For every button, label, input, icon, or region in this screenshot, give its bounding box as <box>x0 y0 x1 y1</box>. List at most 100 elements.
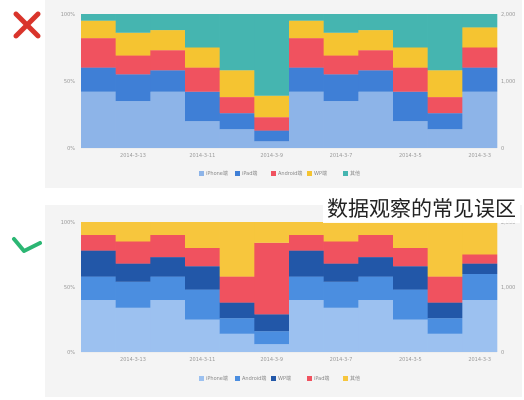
bar-segment <box>219 318 255 334</box>
bar-segment <box>427 129 463 148</box>
x-tick-label: 2014-3-3 <box>468 357 491 363</box>
bar-segment <box>323 14 359 33</box>
bar-segment <box>219 333 255 352</box>
bar-segment <box>358 50 394 71</box>
bar-segment <box>254 222 290 243</box>
y-right-tick-label: 1,000 <box>501 285 515 291</box>
bar-segment <box>150 276 186 300</box>
bar-segment <box>115 101 151 148</box>
legend-label: Android端 <box>242 375 266 382</box>
bar-segment <box>115 281 151 308</box>
bar-segment <box>219 302 255 319</box>
cross-icon <box>13 11 41 39</box>
bar-segment <box>81 14 116 21</box>
bar-segment <box>185 47 220 68</box>
bar-segment <box>323 74 359 102</box>
y-right-tick-label: 1,000 <box>501 79 515 85</box>
bar-segment <box>81 38 116 68</box>
bar-segment <box>81 91 116 148</box>
bar-segment <box>323 32 359 56</box>
legend-label: iPhone端 <box>206 375 228 382</box>
bar-segment <box>323 101 359 148</box>
x-tick-label: 2014-3-5 <box>399 357 422 363</box>
bar-segment <box>150 50 186 71</box>
bar-segment <box>150 91 186 148</box>
y-left-tick-label: 100% <box>61 220 76 226</box>
legend-swatch <box>199 171 204 176</box>
check-icon <box>12 237 42 253</box>
x-tick-label: 2014-3-11 <box>189 357 215 363</box>
bar-segment <box>150 222 186 235</box>
bar-segment <box>358 91 394 148</box>
bar-segment <box>219 276 255 303</box>
legend-swatch <box>343 171 348 176</box>
bar-segment <box>462 67 498 92</box>
bar-segment <box>393 47 428 68</box>
bar-segment <box>358 235 394 258</box>
legend-label: Android端 <box>278 170 302 177</box>
bar-segment <box>81 300 116 352</box>
bar-segment <box>289 222 324 235</box>
bar-segment <box>393 67 428 92</box>
chart-panel-wrong: 100% 50% 0% 2,000 1,000 0 2014-3-13 2014-3-11 20… <box>45 0 522 188</box>
y-left-tick-label: 50% <box>64 79 75 85</box>
bar-segment <box>150 70 186 92</box>
bar-segment <box>462 14 498 28</box>
bar-segment <box>185 14 220 48</box>
y-left-tick-label: 0% <box>67 146 75 152</box>
bar-segment <box>115 263 151 282</box>
bar-segment <box>289 38 324 68</box>
bar-segment <box>115 74 151 102</box>
bar-segment <box>254 331 290 345</box>
bar-segment <box>115 222 151 242</box>
bar-segment <box>358 300 394 352</box>
bar-segment <box>254 130 290 142</box>
y-left-tick-label: 50% <box>64 285 75 291</box>
bar-segment <box>393 121 428 148</box>
x-tick-label: 2014-3-13 <box>120 153 146 159</box>
legend-swatch <box>235 376 240 381</box>
y-right-tick-label: 2,000 <box>501 12 515 18</box>
legend-label: WP端 <box>278 375 291 382</box>
bar-segment <box>185 91 220 122</box>
bar-segment <box>462 263 498 274</box>
bar-segment <box>427 222 463 277</box>
bar-segment <box>358 14 394 31</box>
bar-segment <box>219 70 255 98</box>
bar-segment <box>185 67 220 92</box>
x-tick-label: 2014-3-7 <box>330 357 353 363</box>
bar-segment <box>289 67 324 92</box>
bar-segment <box>289 235 324 251</box>
chart-wrong: 100% 50% 0% 2,000 1,000 0 2014-3-13 2014-3-11 20… <box>61 12 516 177</box>
legend-swatch <box>307 171 312 176</box>
bar-segment <box>185 222 220 248</box>
legend-label: 其他 <box>350 170 360 177</box>
bar-segment <box>254 314 290 332</box>
bar-segment <box>254 242 290 315</box>
bar-segment <box>115 32 151 56</box>
bar-segment <box>115 14 151 33</box>
bar-segment <box>427 97 463 114</box>
legend-label: WP端 <box>314 170 327 177</box>
x-tick-label: 2014-3-9 <box>260 153 283 159</box>
bar-segment <box>393 248 428 267</box>
bar-segment <box>462 300 498 352</box>
bar-segment <box>289 91 324 148</box>
bar-segment <box>427 113 463 130</box>
bar-segment <box>185 266 220 290</box>
bar-segment <box>81 222 116 235</box>
bar-segment <box>462 274 498 300</box>
x-tick-label: 2014-3-7 <box>330 153 353 159</box>
bar-segment <box>323 281 359 308</box>
y-right-tick-label: 2,000 <box>501 220 515 226</box>
bar-segment <box>393 91 428 122</box>
chart-right: 100% 50% 0% 2,000 1,000 0 2014-3-13 2014-3-11 20… <box>61 220 516 382</box>
bar-segment <box>462 47 498 68</box>
bar-segment <box>219 97 255 114</box>
legend-label: 其他 <box>350 375 360 382</box>
bar-segment <box>254 141 290 148</box>
legend-swatch <box>271 171 276 176</box>
x-tick-label: 2014-3-13 <box>120 357 146 363</box>
bar-segment <box>150 14 186 31</box>
bar-segment <box>150 30 186 51</box>
